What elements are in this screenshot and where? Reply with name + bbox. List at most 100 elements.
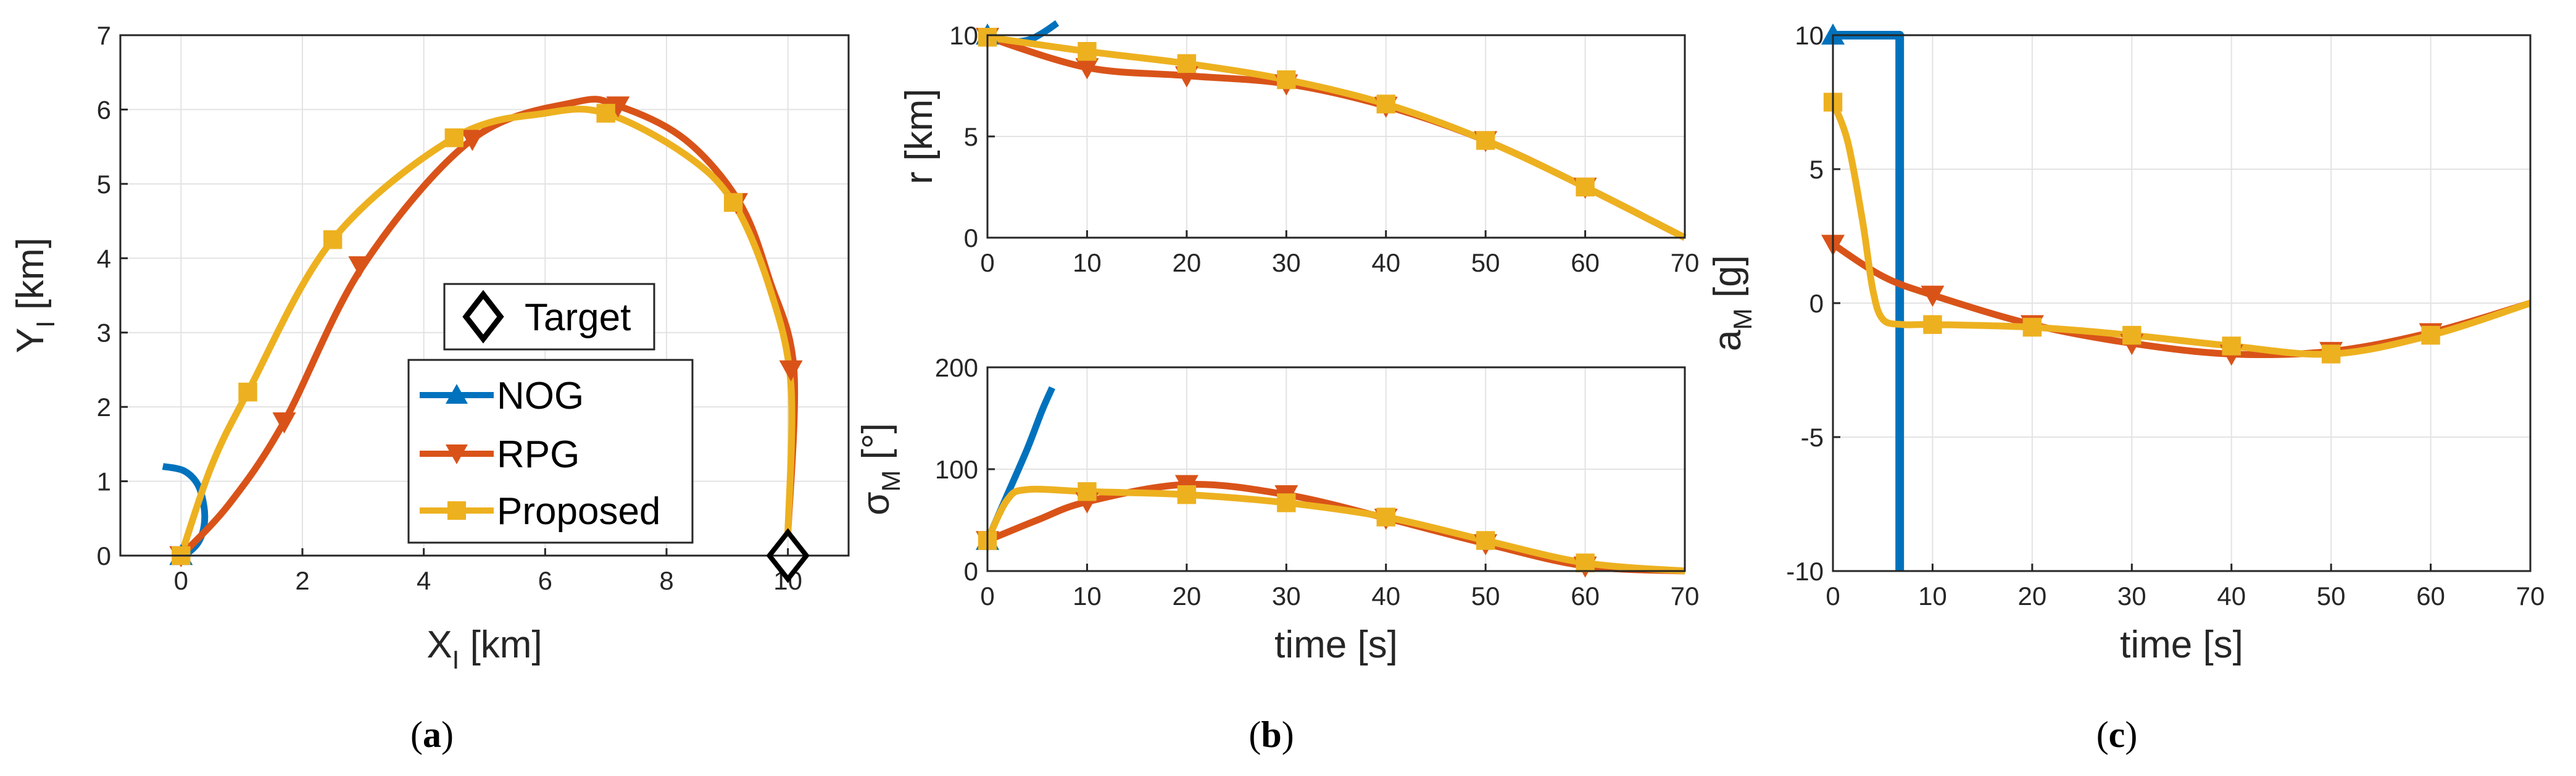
x-axis-label: time [s]: [1274, 624, 1398, 666]
y-tick-label: 6: [97, 95, 111, 124]
marker-square: [323, 230, 343, 249]
y-tick-label: 0: [1809, 289, 1824, 318]
x-tick-label: 60: [2416, 582, 2445, 611]
marker-triangle-down: [348, 256, 372, 278]
y-tick-label: 0: [964, 223, 978, 252]
y-tick-label: 0: [97, 541, 111, 570]
marker-square: [1476, 531, 1495, 550]
x-tick-label: 60: [1571, 582, 1600, 611]
x-tick-label: 40: [1371, 582, 1400, 611]
x-tick-label: 4: [417, 566, 431, 595]
marker-triangle-down: [779, 360, 803, 382]
y-tick-label: 5: [97, 170, 111, 199]
y-tick-label: 10: [1795, 21, 1824, 50]
x-tick-label: 20: [1172, 582, 1201, 611]
series-legend: NOG RPG Proposed: [407, 359, 694, 544]
marker-square: [238, 382, 257, 402]
marker-square: [1177, 54, 1197, 73]
x-tick-label: 60: [1571, 248, 1600, 277]
x-tick-label: 70: [1671, 248, 1700, 277]
y-tick-label: 7: [97, 21, 111, 50]
y-tick-label: 100: [935, 455, 978, 484]
x-tick-label: 10: [1073, 582, 1102, 611]
marker-square: [2222, 336, 2241, 356]
marker-triangle-down: [272, 412, 296, 434]
marker-square: [1177, 485, 1197, 504]
x-tick-label: 70: [2516, 582, 2545, 611]
legend-label-rpg: RPG: [497, 433, 580, 476]
marker-square: [1476, 131, 1495, 150]
legend-label-proposed: Proposed: [497, 490, 660, 533]
panel-caption: (c): [2096, 714, 2138, 755]
x-tick-label: 40: [1371, 248, 1400, 277]
x-tick-label: 0: [980, 248, 994, 277]
marker-square: [723, 193, 743, 212]
marker-square: [1576, 553, 1595, 572]
legend-triangle-up-icon: [446, 384, 468, 404]
panel-caption: (a): [410, 714, 454, 755]
panel-b-heading-error-chart: 0 10 20 30 40 50 60 70 0 100 200 time [s] σM [°] (b): [855, 353, 1699, 755]
x-tick-label: 0: [174, 566, 188, 595]
marker-triangle-down: [460, 130, 484, 151]
y-tick-label: 5: [964, 122, 978, 151]
marker-square: [1923, 315, 1942, 334]
y-tick-label: -10: [1786, 557, 1824, 586]
marker-square: [2321, 344, 2341, 364]
y-axis-label: YI [km]: [9, 238, 60, 353]
legend-label-nog: NOG: [497, 375, 584, 417]
x-tick-label: 50: [1471, 582, 1500, 611]
marker-square: [2022, 317, 2042, 337]
marker-square: [444, 128, 464, 148]
x-tick-label: 30: [1272, 248, 1301, 277]
panel-c-acceleration-chart: 0 10 20 30 40 50 60 70 -10 -5 0 5 10 time [s] aM [g] (c…: [1706, 21, 2545, 755]
marker-square: [596, 104, 615, 123]
x-tick-label: 0: [980, 582, 994, 611]
x-tick-label: 10: [1918, 582, 1947, 611]
y-tick-label: 5: [1809, 155, 1824, 184]
target-legend-diamond-icon: [462, 290, 504, 344]
y-tick-label: 2: [97, 393, 111, 422]
marker-square: [1277, 70, 1296, 90]
legend-entry-nog: NOG: [420, 375, 584, 417]
y-tick-label: -5: [1801, 423, 1824, 452]
marker-triangle-up: [1821, 23, 1845, 45]
panel-caption: (b): [1249, 714, 1294, 755]
x-tick-label: 0: [1826, 582, 1840, 611]
series-line-nog: [162, 463, 209, 559]
marker-square: [1576, 177, 1595, 197]
y-tick-label: 1: [97, 467, 111, 496]
marker-square: [1078, 42, 1097, 61]
legend-square-icon: [447, 501, 466, 520]
marker-square: [1376, 507, 1395, 527]
legend-triangle-down-icon: [446, 444, 468, 464]
marker-triangle-down: [1921, 285, 1945, 307]
y-axis-label: aM [g]: [1706, 255, 1757, 351]
y-tick-label: 200: [935, 353, 978, 382]
x-tick-label: 2: [295, 566, 309, 595]
panel-b-range-chart: 0 10 20 30 40 50 60 70 0 5 10 r [km]: [898, 20, 1700, 277]
axes-frame: [986, 366, 1686, 572]
y-axis-label: r [km]: [898, 89, 941, 185]
x-tick-label: 50: [1471, 248, 1500, 277]
y-tick-label: 3: [97, 319, 111, 348]
y-tick-label: 0: [964, 557, 978, 586]
x-tick-label: 10: [1073, 248, 1102, 277]
x-tick-label: 30: [2117, 582, 2146, 611]
x-axis-label: time [s]: [2120, 624, 2243, 666]
x-axis-label: XI [km]: [426, 624, 542, 674]
legend-entry-rpg: RPG: [420, 433, 580, 476]
x-tick-label: 20: [1172, 248, 1201, 277]
marker-square: [1376, 94, 1395, 114]
x-tick-label: 40: [2217, 582, 2246, 611]
x-tick-label: 8: [659, 566, 673, 595]
target-legend: Target: [443, 283, 655, 351]
x-tick-label: 6: [538, 566, 552, 595]
axes-frame: [1832, 34, 2532, 572]
marker-triangle-down: [606, 96, 630, 118]
x-tick-label: 70: [1671, 582, 1700, 611]
marker-square: [2421, 325, 2440, 345]
x-tick-label: 20: [2017, 582, 2046, 611]
y-tick-label: 10: [949, 21, 978, 50]
target-legend-label: Target: [525, 296, 631, 339]
